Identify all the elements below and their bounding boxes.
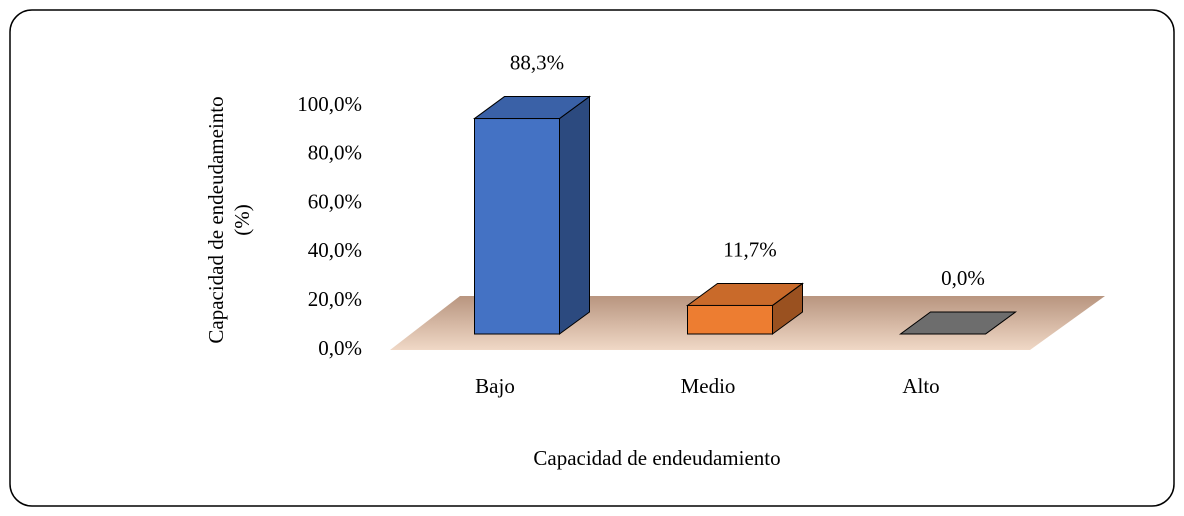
- data-label: 0,0%: [941, 266, 985, 290]
- data-label: 88,3%: [510, 50, 564, 74]
- y-axis-label: (%): [230, 204, 254, 235]
- bar-side: [559, 95, 590, 335]
- y-tick-label: 0,0%: [318, 336, 362, 360]
- y-axis-label: Capacidad de endeudameinto: [204, 96, 228, 343]
- data-label: 11,7%: [723, 237, 776, 261]
- y-tick-label: 60,0%: [308, 189, 362, 213]
- y-tick-label: 80,0%: [308, 141, 362, 165]
- x-tick-label: Alto: [902, 374, 939, 398]
- bar-top: [898, 311, 1018, 335]
- y-tick-label: 40,0%: [308, 238, 362, 262]
- bar: [474, 118, 560, 335]
- y-tick-label: 20,0%: [308, 287, 362, 311]
- x-tick-label: Bajo: [475, 374, 515, 398]
- x-tick-label: Medio: [681, 374, 736, 398]
- chart-border: [9, 9, 1175, 507]
- bar: [687, 304, 773, 335]
- x-axis-label: Capacidad de endeudamiento: [533, 446, 780, 470]
- y-tick-label: 100,0%: [297, 92, 362, 116]
